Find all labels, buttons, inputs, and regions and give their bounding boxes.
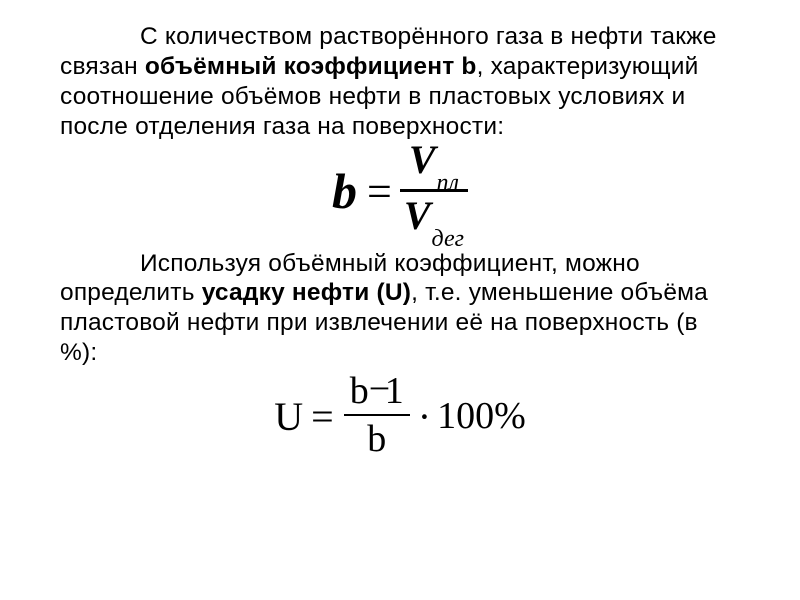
f2-fraction-bar (344, 414, 410, 416)
f1-eq: = (367, 166, 392, 217)
f1-lhs: b (332, 162, 357, 220)
formula-volume-coefficient: b = Vпл Vдег (60, 140, 740, 243)
f1-den-sub: дег (432, 226, 464, 252)
f2-lhs: U (274, 393, 303, 440)
f2-num-op: − (369, 370, 385, 408)
f1-num-sub: пл (437, 170, 459, 196)
f1-fraction: Vпл Vдег (400, 140, 468, 243)
f2-dot: · (418, 393, 431, 440)
f1-den-base: V (404, 193, 431, 238)
formula-shrinkage: U = b−1 b · 100% (60, 372, 740, 460)
slide-page: С количеством растворённого газа в нефти… (0, 0, 800, 600)
f2-eq: = (311, 393, 334, 440)
paragraph-2: Используя объёмный коэффициент, можно оп… (60, 249, 740, 369)
f2-denominator: b (361, 420, 392, 460)
p1-bold-1: объёмный коэффициент b (145, 53, 477, 80)
f1-numerator: Vпл (405, 140, 463, 187)
p2-bold-1: усадку нефти (U) (202, 279, 411, 306)
paragraph-1: С количеством растворённого газа в нефти… (60, 22, 740, 142)
f2-num-left: b (350, 370, 369, 412)
f1-denominator: Vдег (400, 196, 468, 243)
f2-fraction: b−1 b (344, 372, 410, 460)
f2-numerator: b−1 (344, 372, 410, 412)
f2-rhs: 100% (437, 394, 526, 438)
f1-num-base: V (409, 137, 436, 182)
